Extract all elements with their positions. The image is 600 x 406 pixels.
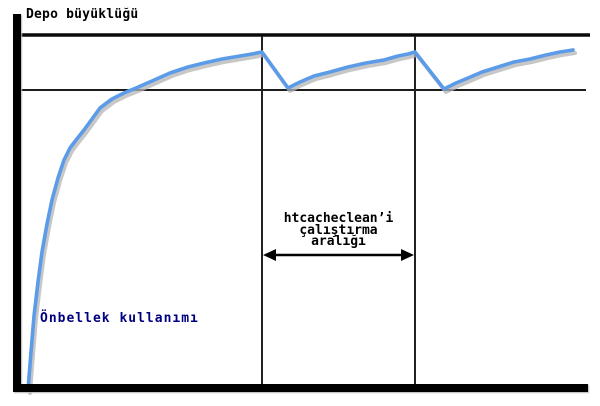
- interval-arrow: [263, 249, 414, 261]
- y-axis: [13, 14, 21, 392]
- interval-arrow-label-line1: htcacheclean’i: [283, 211, 394, 226]
- interval-arrow-label: htcacheclean’i çalıştırma aralığı: [262, 211, 415, 249]
- interval-arrow-label-line3: aralığı: [311, 234, 366, 249]
- interval-arrow-label-line2: çalıştırma: [299, 222, 378, 238]
- cache-usage-curve: [26, 48, 575, 392]
- axes: [13, 14, 588, 392]
- x-axis: [13, 384, 588, 392]
- cache-usage-curve-shadow: [28, 51, 577, 395]
- interval-arrow-right-head: [401, 249, 414, 261]
- curve-label: Önbellek kullanımı: [40, 311, 199, 326]
- interval-arrow-left-head: [263, 249, 276, 261]
- chart-title: Depo büyüklüğü: [26, 7, 139, 22]
